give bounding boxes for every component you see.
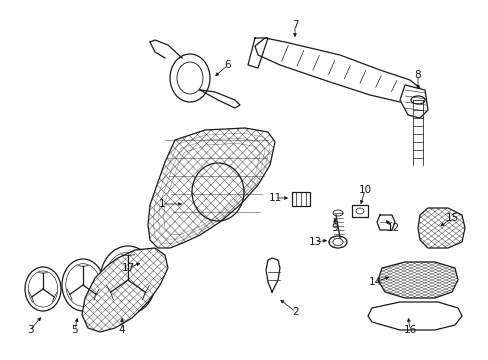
Text: 17: 17 [121,263,134,273]
Text: 10: 10 [358,185,371,195]
Text: 9: 9 [331,223,338,233]
Polygon shape [399,85,427,118]
Text: 4: 4 [119,325,125,335]
Text: 15: 15 [445,213,458,223]
Polygon shape [417,208,464,248]
Text: 6: 6 [224,60,231,70]
Text: 7: 7 [291,20,298,30]
Text: 16: 16 [403,325,416,335]
Text: 11: 11 [268,193,281,203]
Polygon shape [148,128,274,248]
Text: 2: 2 [292,307,299,317]
Text: 8: 8 [414,70,421,80]
Text: 13: 13 [308,237,321,247]
Text: 3: 3 [27,325,33,335]
Polygon shape [377,262,457,298]
Text: 14: 14 [367,277,381,287]
Polygon shape [367,302,461,330]
Text: 12: 12 [386,223,399,233]
Text: 1: 1 [159,199,165,209]
Polygon shape [254,38,419,102]
Text: 5: 5 [72,325,78,335]
Polygon shape [82,248,168,332]
